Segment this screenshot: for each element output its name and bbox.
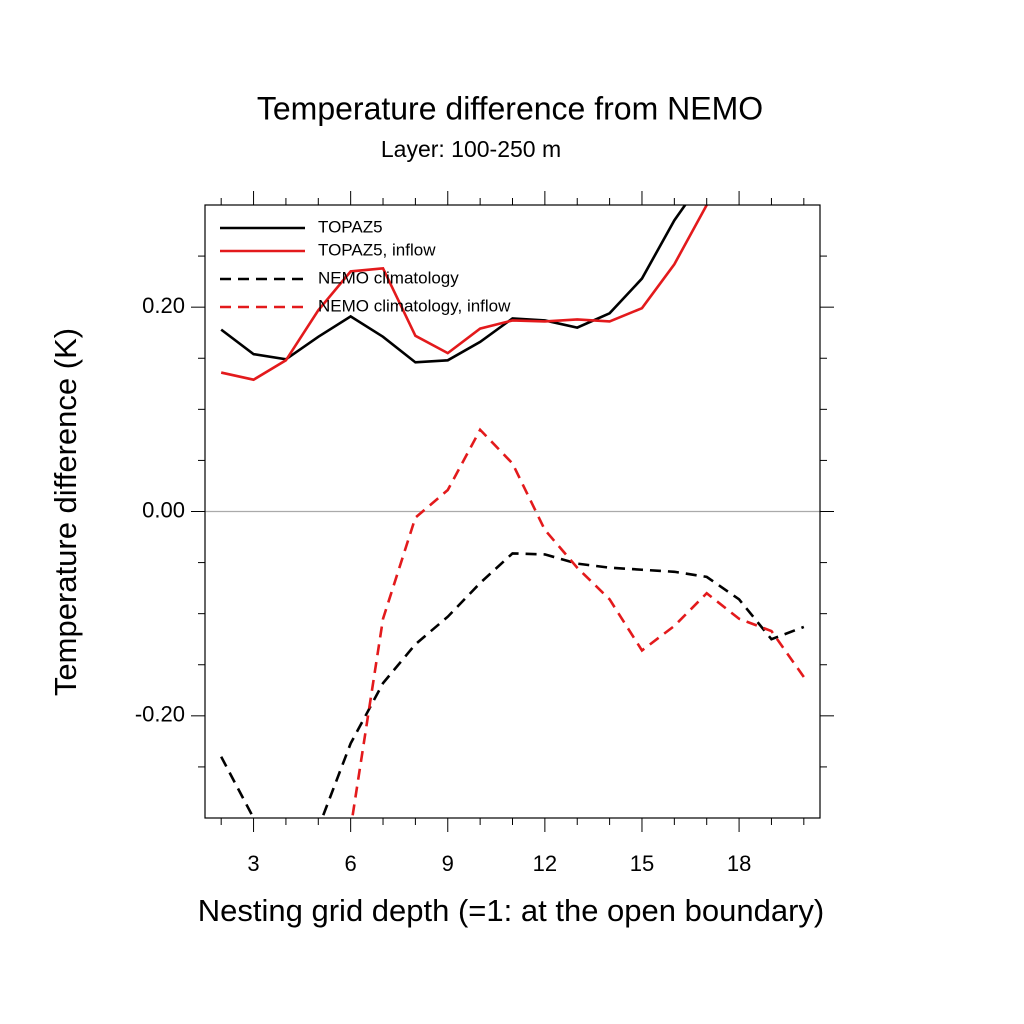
chart-subtitle: Layer: 100-250 m: [381, 136, 561, 162]
y-tick-label: -0.20: [135, 702, 185, 727]
series-line: [350, 427, 805, 818]
y-axis-label: Temperature difference (K): [48, 328, 83, 696]
x-tick-label: 12: [533, 851, 557, 876]
legend-label: NEMO climatology: [318, 268, 459, 287]
series-line: [220, 205, 687, 364]
legend-label: TOPAZ5: [318, 217, 383, 236]
y-tick-label: 0.00: [142, 497, 185, 522]
plot-frame: [204, 204, 821, 819]
chart-title: Temperature difference from NEMO: [257, 90, 763, 126]
y-tick-label: 0.20: [142, 293, 185, 318]
legend-label: NEMO climatology, inflow: [318, 296, 511, 315]
x-tick-label: 3: [247, 851, 259, 876]
series-line: [220, 205, 709, 382]
x-tick-label: 6: [345, 851, 357, 876]
legend-label: TOPAZ5, inflow: [318, 240, 436, 259]
x-axis-label: Nesting grid depth (=1: at the open boun…: [198, 893, 824, 928]
x-tick-label: 9: [442, 851, 454, 876]
plot-lines: [220, 205, 805, 818]
x-tick-label: 18: [727, 851, 751, 876]
series-line: [220, 552, 805, 818]
x-tick-label: 15: [630, 851, 654, 876]
